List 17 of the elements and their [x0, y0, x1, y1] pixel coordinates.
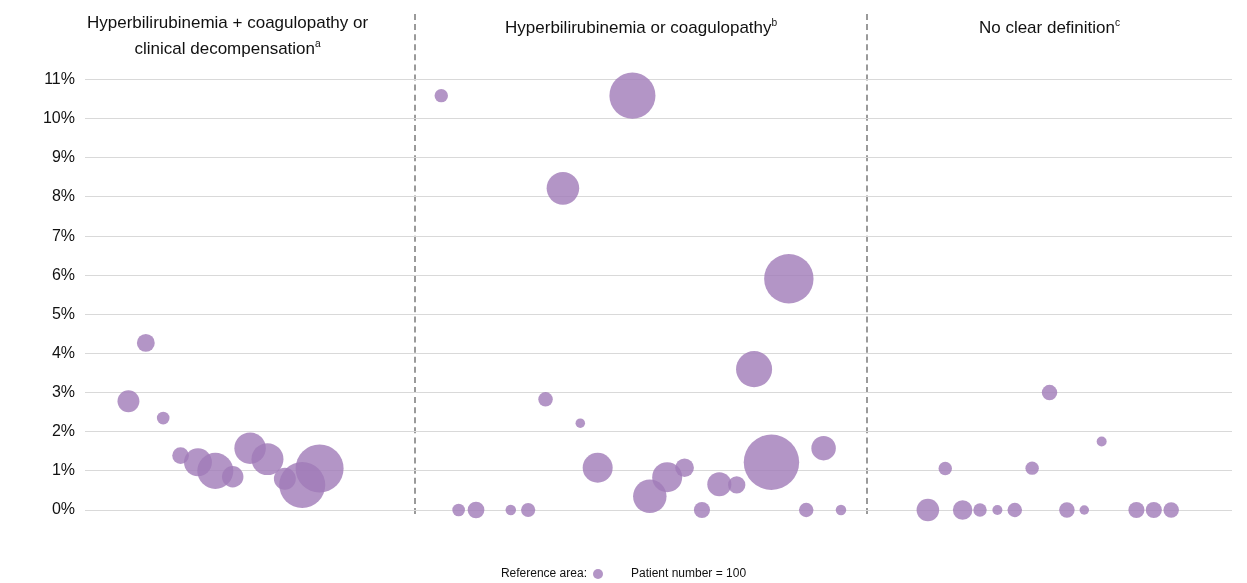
- y-tick-label: 4%: [51, 343, 75, 361]
- y-tick-label: 11%: [44, 70, 75, 88]
- text: No clear definition$^{c}$: [977, 16, 1122, 38]
- y-tick-label: 6%: [51, 265, 75, 283]
- legend-title: Reference area:: [500, 566, 587, 580]
- text: Hyperbilirubinemia or coagulopathy$^{b}$: [504, 16, 779, 38]
- y-tick-label: 1%: [51, 461, 75, 479]
- y-tick-label: 10%: [42, 109, 75, 127]
- y-tick-label: 7%: [51, 226, 75, 244]
- y-tick-label: 0%: [51, 500, 75, 518]
- y-tick-label: 3%: [51, 383, 75, 401]
- y-tick-label: 5%: [51, 304, 75, 322]
- y-tick-label: 2%: [51, 422, 75, 440]
- y-tick-label: 8%: [51, 187, 75, 205]
- text: Hyperbilirubinemia + coagulopathy or clinical decompensation$^{a}$: [86, 12, 370, 59]
- legend-label: Patient number = 100: [630, 566, 747, 580]
- y-tick-label: 9%: [51, 148, 75, 166]
